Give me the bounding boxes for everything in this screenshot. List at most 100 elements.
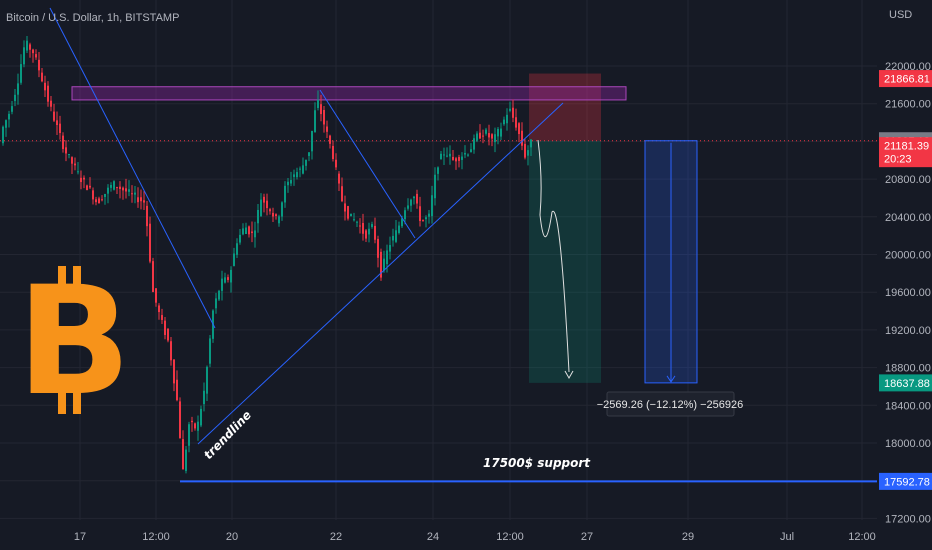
candle-body xyxy=(413,196,415,199)
candle-body xyxy=(281,202,283,217)
candle-body xyxy=(419,206,421,221)
candle-body xyxy=(68,154,70,156)
candle-body xyxy=(80,177,82,183)
candle-body xyxy=(479,132,481,139)
candle-body xyxy=(194,423,196,429)
candle-body xyxy=(164,320,166,335)
x-tick-label: 17 xyxy=(74,531,86,543)
candle-body xyxy=(470,149,472,153)
ascending-trendline[interactable] xyxy=(197,102,564,445)
candle-body xyxy=(338,173,340,184)
candle-body xyxy=(116,187,118,189)
candle-body xyxy=(299,168,301,170)
candle-body xyxy=(119,186,121,189)
candle-body xyxy=(377,238,379,258)
candle-body xyxy=(509,108,511,111)
price-range-measure[interactable]: −2569.26 (−12.12%) −256926 xyxy=(597,140,744,417)
candle-body xyxy=(89,185,91,188)
candle-body xyxy=(140,197,142,202)
candle-body xyxy=(134,192,136,195)
candle-body xyxy=(62,135,64,149)
candle-body xyxy=(20,64,22,83)
candle-body xyxy=(77,171,79,173)
time-axis[interactable]: 17 12:00 20 22 24 12:00 27 29 Jul 12:00 xyxy=(74,531,876,543)
candle-body xyxy=(353,219,355,221)
candle-body xyxy=(167,328,169,341)
price-badge-text: 21181.39 xyxy=(884,141,929,153)
resistance-zone[interactable] xyxy=(71,86,627,101)
price-badge xyxy=(879,472,932,490)
candle-body xyxy=(446,155,448,157)
candle-body xyxy=(506,114,508,124)
candle-body xyxy=(122,187,124,191)
symbol-title: Bitcoin / U.S. Dollar, 1h, BITSTAMP xyxy=(6,12,179,24)
candle-body xyxy=(143,200,145,203)
candle-body xyxy=(383,258,385,271)
price-labels: 21866.8121207.1321181.3920:2318637.88175… xyxy=(879,70,932,490)
x-tick-label: 24 xyxy=(427,531,439,543)
candle-body xyxy=(287,181,289,186)
stop-loss-zone[interactable] xyxy=(529,73,601,141)
candle-body xyxy=(125,188,127,192)
x-tick-label: 12:00 xyxy=(848,531,876,543)
candle-body xyxy=(176,379,178,401)
candle-body xyxy=(293,174,295,177)
candle-body xyxy=(50,100,52,107)
candle-body xyxy=(8,113,10,120)
y-tick-label: 20800.00 xyxy=(885,174,931,186)
candle-body xyxy=(56,120,58,126)
candle-body xyxy=(248,226,250,235)
candle-body xyxy=(341,186,343,202)
candle-body xyxy=(95,199,97,203)
uptrend-line-short[interactable] xyxy=(319,89,416,239)
take-profit-zone[interactable] xyxy=(529,140,601,383)
candle-body xyxy=(347,206,349,219)
candle-body xyxy=(233,253,235,266)
grid xyxy=(0,0,877,520)
downtrend-line[interactable] xyxy=(49,7,216,329)
y-tick-label: 22000.00 xyxy=(885,61,931,73)
candle-body xyxy=(314,110,316,132)
candle-body xyxy=(329,135,331,144)
y-tick-label: 18400.00 xyxy=(885,400,931,412)
candle-body xyxy=(158,305,160,313)
y-tick-label: 21600.00 xyxy=(885,99,931,111)
drawings[interactable] xyxy=(49,7,574,445)
candle-body xyxy=(104,193,106,197)
measure-arrowhead xyxy=(666,375,676,383)
currency-label: USD xyxy=(889,9,912,21)
candle-body xyxy=(236,243,238,255)
x-tick-label: 29 xyxy=(682,531,694,543)
candles xyxy=(2,36,532,474)
price-badge-text: 17592.78 xyxy=(884,476,930,488)
candle-body xyxy=(257,209,259,224)
measure-tooltip xyxy=(606,391,735,417)
candle-body xyxy=(482,135,484,137)
candle-body xyxy=(131,193,133,195)
support-label: 17500$ support xyxy=(483,456,591,470)
candle-body xyxy=(317,99,319,108)
candle-body xyxy=(425,217,427,220)
price-badge xyxy=(879,70,932,88)
candle-body xyxy=(200,408,202,426)
candle-body xyxy=(392,235,394,241)
candle-body xyxy=(275,214,277,216)
candle-body xyxy=(35,54,37,58)
candle-body xyxy=(404,210,406,220)
candle-body xyxy=(302,165,304,174)
candle-body xyxy=(461,156,463,160)
candle-body xyxy=(209,338,211,364)
candle-body xyxy=(308,152,310,156)
candle-body xyxy=(221,278,223,291)
candle-body xyxy=(497,128,499,137)
y-tick-label: 19200.00 xyxy=(885,325,931,337)
candle-body xyxy=(332,145,334,160)
candle-body xyxy=(464,153,466,155)
candle-body xyxy=(455,158,457,162)
candle-body xyxy=(422,220,424,222)
candle-body xyxy=(137,197,139,203)
candle-body xyxy=(29,44,31,50)
candle-body xyxy=(146,205,148,227)
